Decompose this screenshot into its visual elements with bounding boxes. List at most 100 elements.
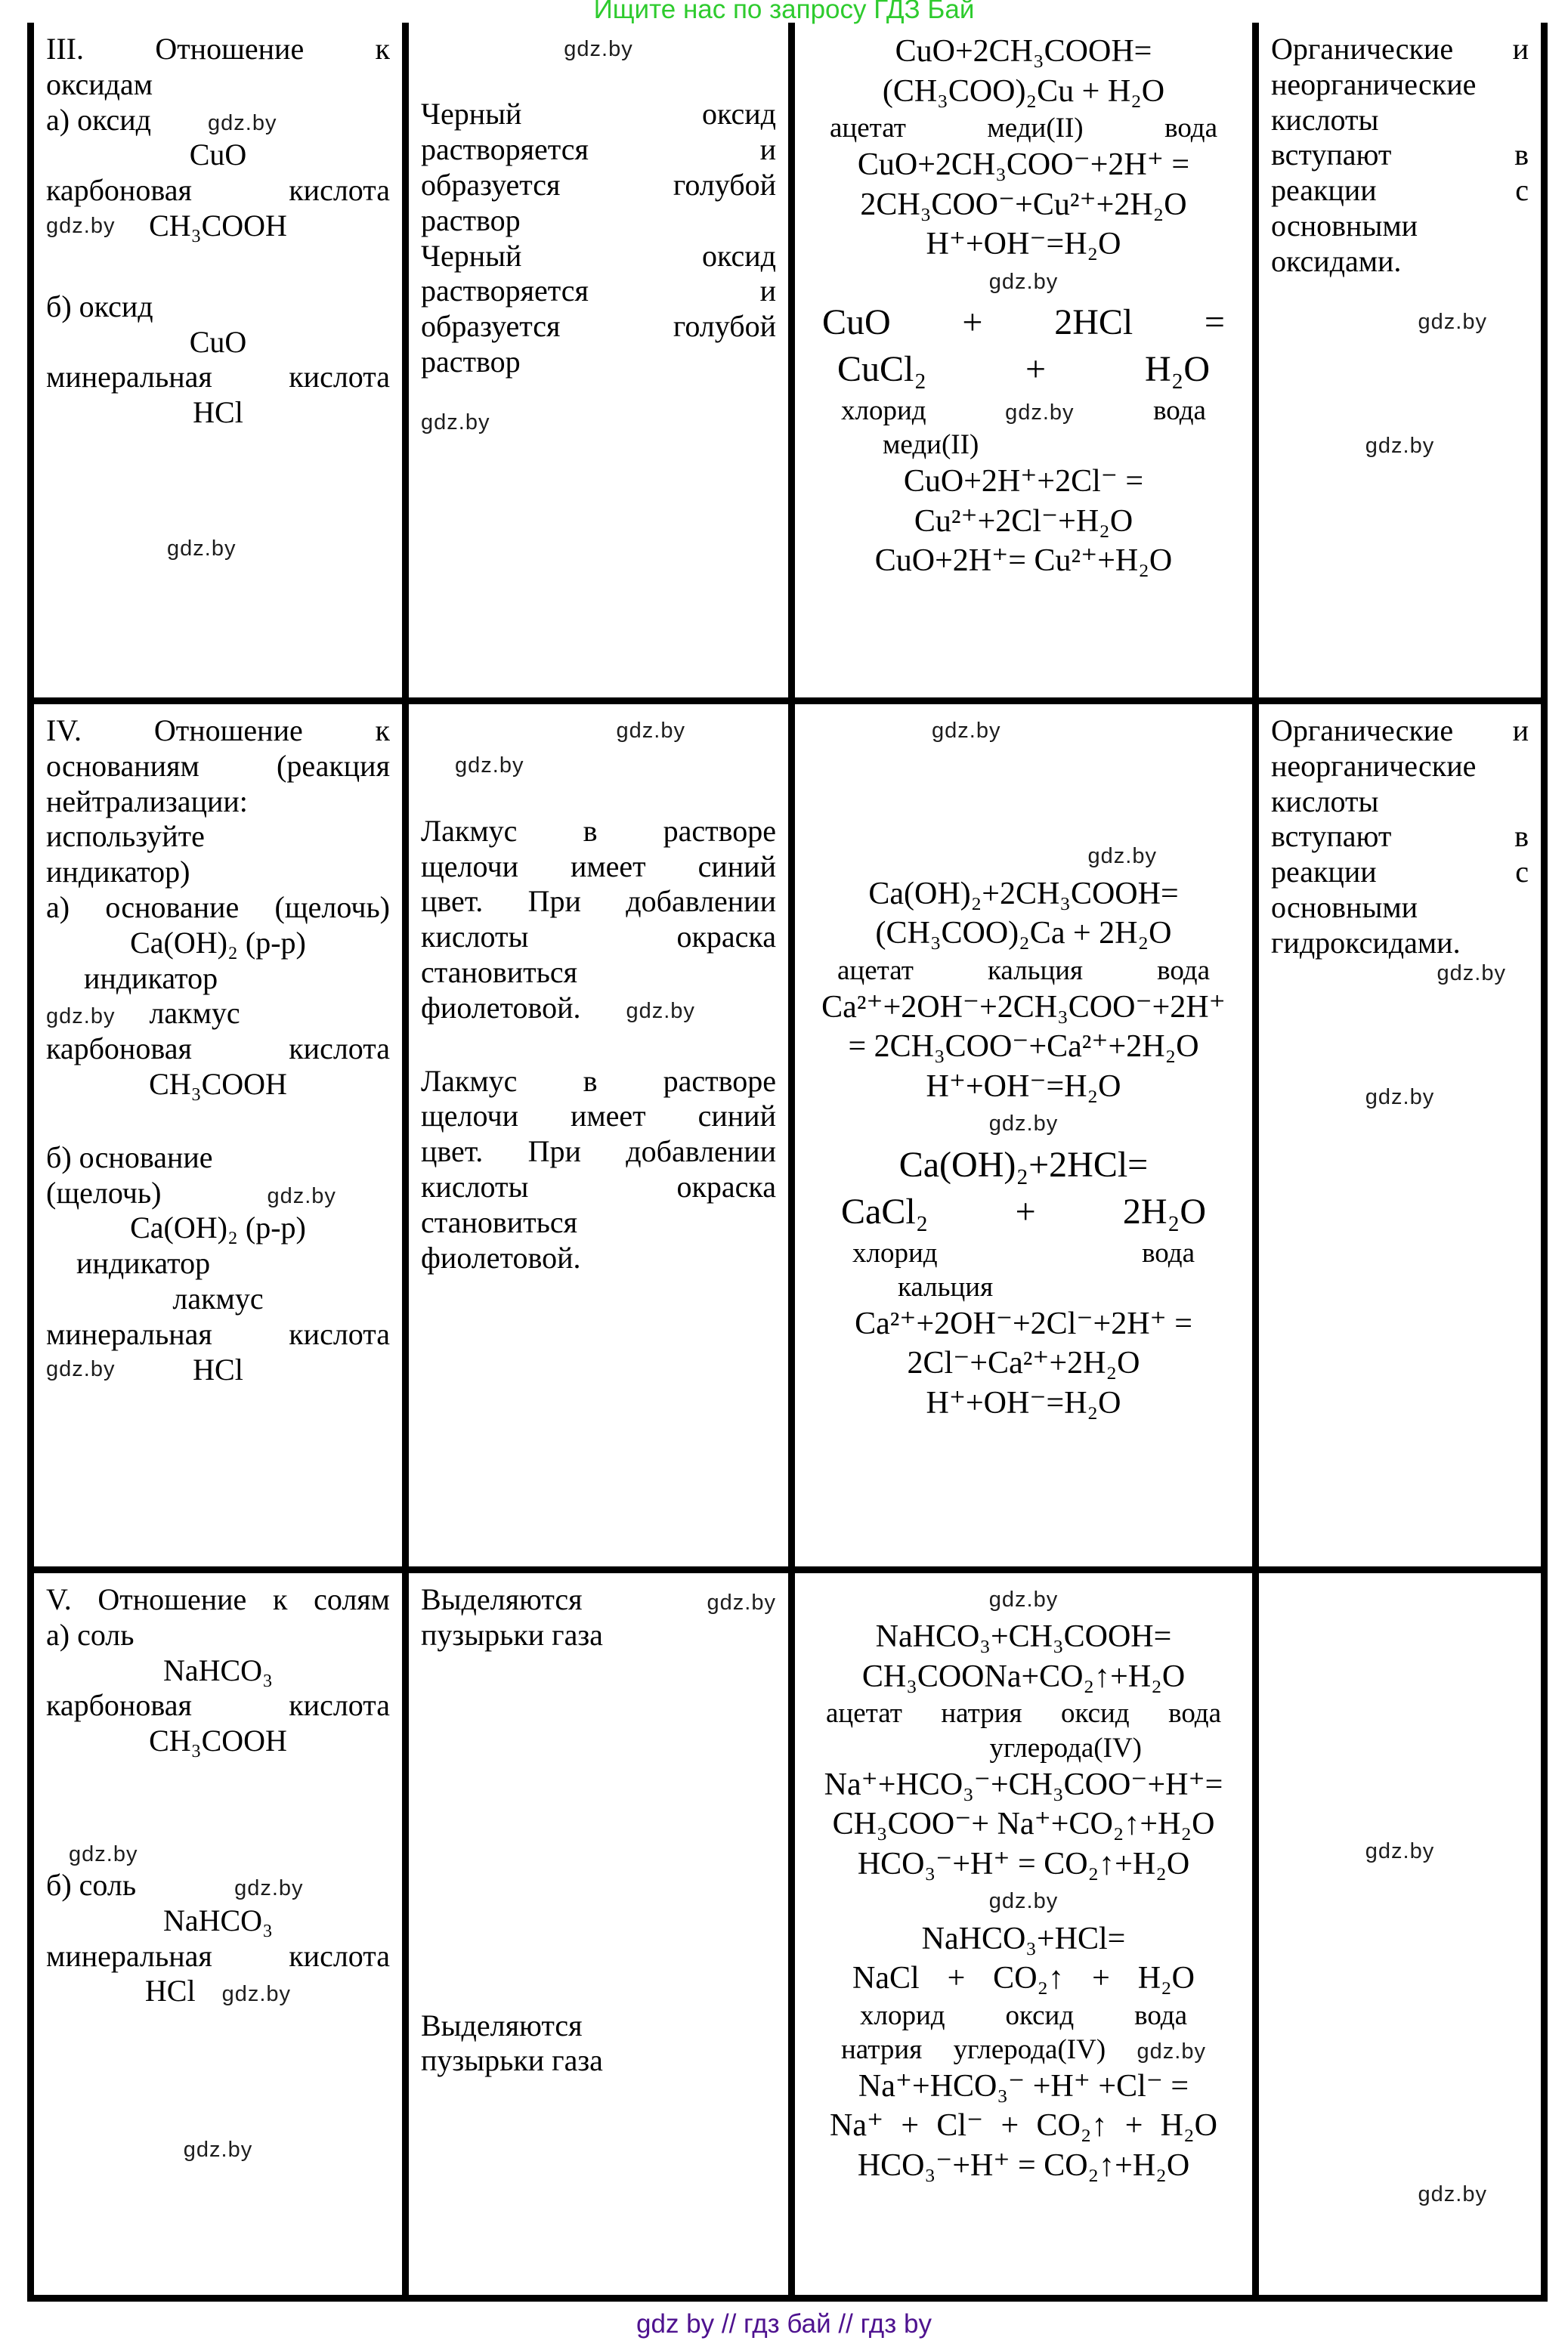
gdz-watermark: gdz.by bbox=[616, 719, 685, 743]
observation-text: Лакмус в растворе bbox=[421, 813, 776, 848]
item-line: (щелочь) gdz.by bbox=[46, 1176, 390, 1211]
product-name-line: хлорид вода bbox=[807, 1236, 1240, 1270]
product-name-label: хлорид bbox=[841, 394, 926, 426]
product-name-label: ацетат кальция вода bbox=[837, 954, 1210, 986]
section-heading: IV. Отношение к bbox=[46, 713, 390, 747]
item-label: б) оксид bbox=[46, 289, 153, 323]
reaction-equation: CaCl₂ + 2H₂O bbox=[841, 1192, 1206, 1232]
substance-formula: Ca(OH)₂ (р-р) bbox=[130, 925, 306, 960]
substance-formula: CH₃COOH bbox=[149, 1066, 287, 1101]
reaction-equation: CuO + 2HCl = bbox=[822, 302, 1225, 343]
cell-r1c2: gdz.by Черный оксид растворяется и образ… bbox=[409, 23, 795, 704]
substance-name: минеральная кислота bbox=[46, 1316, 390, 1351]
spacer bbox=[421, 1026, 776, 1064]
observation-text: Лакмус в растворе bbox=[421, 1063, 776, 1098]
ionic-equation: CuO+2H⁺= Cu²⁺+H₂O bbox=[874, 543, 1173, 579]
spacer bbox=[1271, 987, 1529, 1085]
spacer bbox=[421, 1653, 776, 2008]
gdz-watermark: gdz.by bbox=[988, 1889, 1059, 1914]
substance-name: карбоновая кислота bbox=[46, 1031, 390, 1066]
substance-name: карбоновая кислота bbox=[46, 1688, 390, 1723]
gdz-watermark: gdz.by bbox=[234, 1875, 304, 1900]
conclusion-text: Органические и bbox=[1271, 713, 1529, 747]
spacer bbox=[46, 244, 390, 289]
product-name-line: натрия углерода(IV) gdz.by bbox=[807, 2033, 1240, 2067]
cell-r2c2: gdz.by gdz.by Лакмус в растворе щелочи и… bbox=[409, 704, 795, 1573]
cell-r1c1: III. Отношение к оксидам а) оксид gdz.by… bbox=[34, 23, 409, 704]
observation-text: кислоты окраска bbox=[421, 920, 776, 954]
ionic-equation: Ca²⁺+2OH⁻+2CH₃COO⁻+2H⁺ bbox=[821, 989, 1226, 1025]
gdz-watermark: gdz.by bbox=[1418, 309, 1487, 334]
cell-r2c4: Органические и неорганические кислоты вс… bbox=[1259, 704, 1541, 1573]
cell-r3c4: gdz.by gdz.by bbox=[1259, 1573, 1541, 2295]
reaction-equation: CH₃COONa+CO₂↑+H₂O bbox=[861, 1659, 1186, 1694]
ionic-equation: CH₃COO⁻+ Na⁺+CO₂↑+H₂O bbox=[832, 1807, 1215, 1842]
ionic-equation: HCO₃⁻+H⁺ = CO₂↑+H₂O bbox=[857, 2147, 1190, 2183]
observation-line: Выделяются gdz.by bbox=[421, 1582, 776, 1618]
substance-name: карбоновая кислота bbox=[46, 173, 390, 208]
observation-text: Черный оксид bbox=[421, 238, 776, 273]
gdz-watermark: gdz.by bbox=[208, 110, 277, 135]
ionic-equation: 2CH₃COO⁻+Cu²⁺+2H₂O bbox=[860, 187, 1187, 222]
ionic-equation: H⁺+OH⁻=H₂O bbox=[926, 1068, 1121, 1104]
section-heading: нейтрализации: bbox=[46, 784, 248, 818]
reaction-equation: Ca(OH)₂+2CH₃COOH= bbox=[868, 876, 1179, 911]
ionic-equation: Ca²⁺+2OH⁻+2Cl⁻+2H⁺ = bbox=[855, 1306, 1192, 1341]
item-line: б) соль gdz.by bbox=[46, 1868, 390, 1903]
product-name-label: натрия bbox=[841, 2033, 923, 2065]
observation-text: щелочи имеет синий bbox=[421, 849, 776, 883]
gdz-watermark: gdz.by bbox=[1365, 1084, 1435, 1109]
ionic-equation: CuO+2H⁺+2Cl⁻ = bbox=[903, 464, 1144, 499]
conclusion-text: кислоты bbox=[1271, 102, 1379, 137]
item-label: б) соль bbox=[46, 1867, 137, 1902]
gdz-watermark: gdz.by bbox=[183, 2138, 253, 2163]
observation-text: Выделяются bbox=[421, 1582, 583, 1616]
substance-name: индикатор bbox=[84, 960, 218, 995]
observation-text: растворяется и bbox=[421, 274, 776, 308]
section-heading: индикатор) bbox=[46, 855, 190, 889]
ionic-equation: Na⁺+HCO₃⁻ +H⁺ +Cl⁻ = bbox=[858, 2068, 1189, 2104]
spacer bbox=[46, 2009, 390, 2138]
spacer bbox=[421, 784, 776, 814]
cell-r1c4: Органические и неорганические кислоты вс… bbox=[1259, 23, 1541, 704]
substance-formula: NaHCO₃ bbox=[162, 1653, 274, 1687]
substance-formula: CH₃COOH bbox=[149, 1724, 287, 1758]
observation-text: раствор bbox=[421, 203, 521, 237]
product-name-label: углерода(IV) bbox=[953, 2033, 1106, 2065]
section-heading: используйте bbox=[46, 819, 205, 854]
observation-text: раствор bbox=[421, 344, 521, 379]
conclusion-text: оксидами. bbox=[1271, 243, 1402, 278]
observation-text: становиться bbox=[421, 954, 578, 989]
reaction-equation: (CH₃COO)₂Ca + 2H₂O bbox=[875, 916, 1172, 951]
gdz-watermark: gdz.by bbox=[988, 1112, 1059, 1136]
substance-name: индикатор bbox=[76, 1246, 211, 1281]
formula-line: HCl gdz.by bbox=[46, 1974, 390, 2009]
product-name-label: ацетат натрия оксид вода bbox=[826, 1698, 1221, 1730]
spacer bbox=[1271, 1582, 1529, 1839]
substance-name: лакмус bbox=[172, 1281, 264, 1316]
conclusion-text: вступают в bbox=[1271, 819, 1529, 854]
ionic-equation: H⁺+OH⁻=H₂O bbox=[926, 1385, 1121, 1421]
gdz-watermark: gdz.by bbox=[1365, 1839, 1435, 1863]
spacer bbox=[421, 380, 776, 410]
substance-formula: HCl bbox=[193, 395, 243, 430]
cell-r1c3: CuO+2CH₃COOH= (CH₃COO)₂Cu + H₂O ацетат м… bbox=[795, 23, 1259, 704]
conclusion-text: реакции с bbox=[1271, 173, 1529, 208]
conclusion-text: гидроксидами. bbox=[1271, 925, 1461, 960]
observation-line: фиолетовой. gdz.by bbox=[421, 991, 776, 1026]
spacer bbox=[46, 1102, 390, 1140]
conclusion-text: основными bbox=[1271, 208, 1418, 243]
ionic-equation: CuO+2CH₃COO⁻+2H⁺ = bbox=[857, 147, 1190, 183]
conclusion-text: основными bbox=[1271, 889, 1418, 924]
substance-name: минеральная кислота bbox=[46, 1938, 390, 1973]
reaction-equation: (CH₃COO)₂Cu + H₂O bbox=[882, 73, 1165, 109]
item-label: (щелочь) bbox=[46, 1175, 162, 1210]
observation-text: цвет. При добавлении bbox=[421, 884, 776, 919]
ionic-equation: = 2CH₃COO⁻+Ca²⁺+2H₂O bbox=[848, 1029, 1199, 1065]
formula-line: gdz.by HCl bbox=[46, 1353, 390, 1388]
spacer bbox=[46, 1759, 390, 1842]
product-name-label: кальция bbox=[898, 1271, 994, 1303]
gdz-watermark: gdz.by bbox=[167, 536, 237, 561]
gdz-watermark: gdz.by bbox=[221, 1982, 292, 2007]
